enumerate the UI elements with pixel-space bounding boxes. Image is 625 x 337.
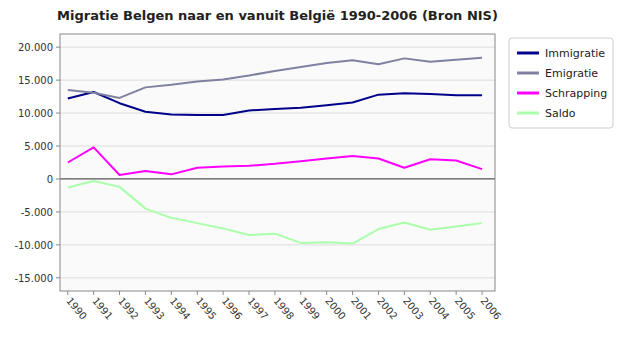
x-tick-label: 2001 [349, 295, 374, 322]
series-group [68, 58, 482, 244]
grid-line [60, 244, 495, 245]
tick-mark [56, 211, 60, 212]
x-tick-label: 1990 [64, 295, 89, 322]
x-tick-label: 2004 [427, 295, 452, 322]
series-line [68, 181, 482, 244]
grid-line [60, 178, 495, 179]
series-line [68, 147, 482, 175]
tick-mark [197, 291, 198, 295]
x-tick-label: 2000 [323, 295, 348, 322]
tick-mark [352, 291, 353, 295]
tick-mark [326, 291, 327, 295]
tick-mark [171, 291, 172, 295]
y-tick-label: -10.000 [14, 240, 53, 251]
tick-mark [274, 291, 275, 295]
legend-swatch [517, 72, 539, 75]
tick-mark [56, 146, 60, 147]
tick-mark [93, 291, 94, 295]
grid-line [60, 113, 495, 114]
x-tick-label: 1998 [271, 295, 296, 322]
tick-mark [482, 291, 483, 295]
x-tick-label: 1999 [297, 295, 322, 322]
chart: Migratie Belgen naar en vanuit België 19… [0, 0, 625, 337]
grid-line [60, 80, 495, 81]
tick-mark [456, 291, 457, 295]
series-line [68, 92, 482, 115]
x-tick-label: 2003 [401, 295, 426, 322]
y-tick-label: 15.000 [18, 75, 53, 86]
y-tick-label: 5.000 [24, 141, 53, 152]
grid-line [60, 47, 495, 48]
y-tick-label: -15.000 [14, 273, 53, 284]
y-tick-label: 0 [47, 174, 53, 185]
x-tick-label: 2002 [375, 295, 400, 322]
x-tick-label: 1996 [220, 295, 245, 322]
legend-swatch [517, 112, 539, 115]
tick-mark [67, 291, 68, 295]
tick-mark [145, 291, 146, 295]
legend-label: Schrapping [545, 87, 607, 100]
plot-frame [60, 34, 495, 291]
legend: Immigratie Emigratie Schrapping Saldo [509, 38, 613, 128]
tick-mark [249, 291, 250, 295]
x-tick-label: 2006 [479, 295, 504, 322]
title: Migratie Belgen naar en vanuit België 19… [57, 8, 498, 23]
x-tick-label: 1994 [168, 295, 193, 322]
y-tick-label: 20.000 [18, 42, 53, 53]
tick-mark [378, 291, 379, 295]
legend-box [509, 38, 613, 128]
legend-label: Immigratie [545, 47, 605, 60]
tick-mark [56, 244, 60, 245]
tick-mark [119, 291, 120, 295]
grid-line [60, 277, 495, 278]
tick-mark [56, 178, 60, 179]
legend-swatch [517, 92, 539, 95]
tick-mark [56, 80, 60, 81]
tick-mark [56, 113, 60, 114]
x-tick-label: 1992 [116, 295, 141, 322]
x-tick-label: 1991 [90, 295, 115, 322]
tick-mark [404, 291, 405, 295]
x-tick-label: 1993 [142, 295, 167, 322]
grid-line [60, 211, 495, 212]
legend-label: Saldo [545, 107, 576, 120]
tick-mark [300, 291, 301, 295]
x-tick-label: 1997 [245, 295, 270, 322]
x-tick-label: 2005 [453, 295, 478, 322]
legend-swatch [517, 52, 539, 55]
y-tick-label: -5.000 [21, 207, 53, 218]
tick-mark [430, 291, 431, 295]
grid-line [60, 146, 495, 147]
tick-mark [56, 47, 60, 48]
tick-mark [56, 277, 60, 278]
legend-label: Emigratie [545, 67, 598, 80]
y-tick-label: 10.000 [18, 108, 53, 119]
series-line [68, 58, 482, 98]
tick-mark [223, 291, 224, 295]
plot-area [60, 34, 495, 291]
x-tick-label: 1995 [194, 295, 219, 322]
